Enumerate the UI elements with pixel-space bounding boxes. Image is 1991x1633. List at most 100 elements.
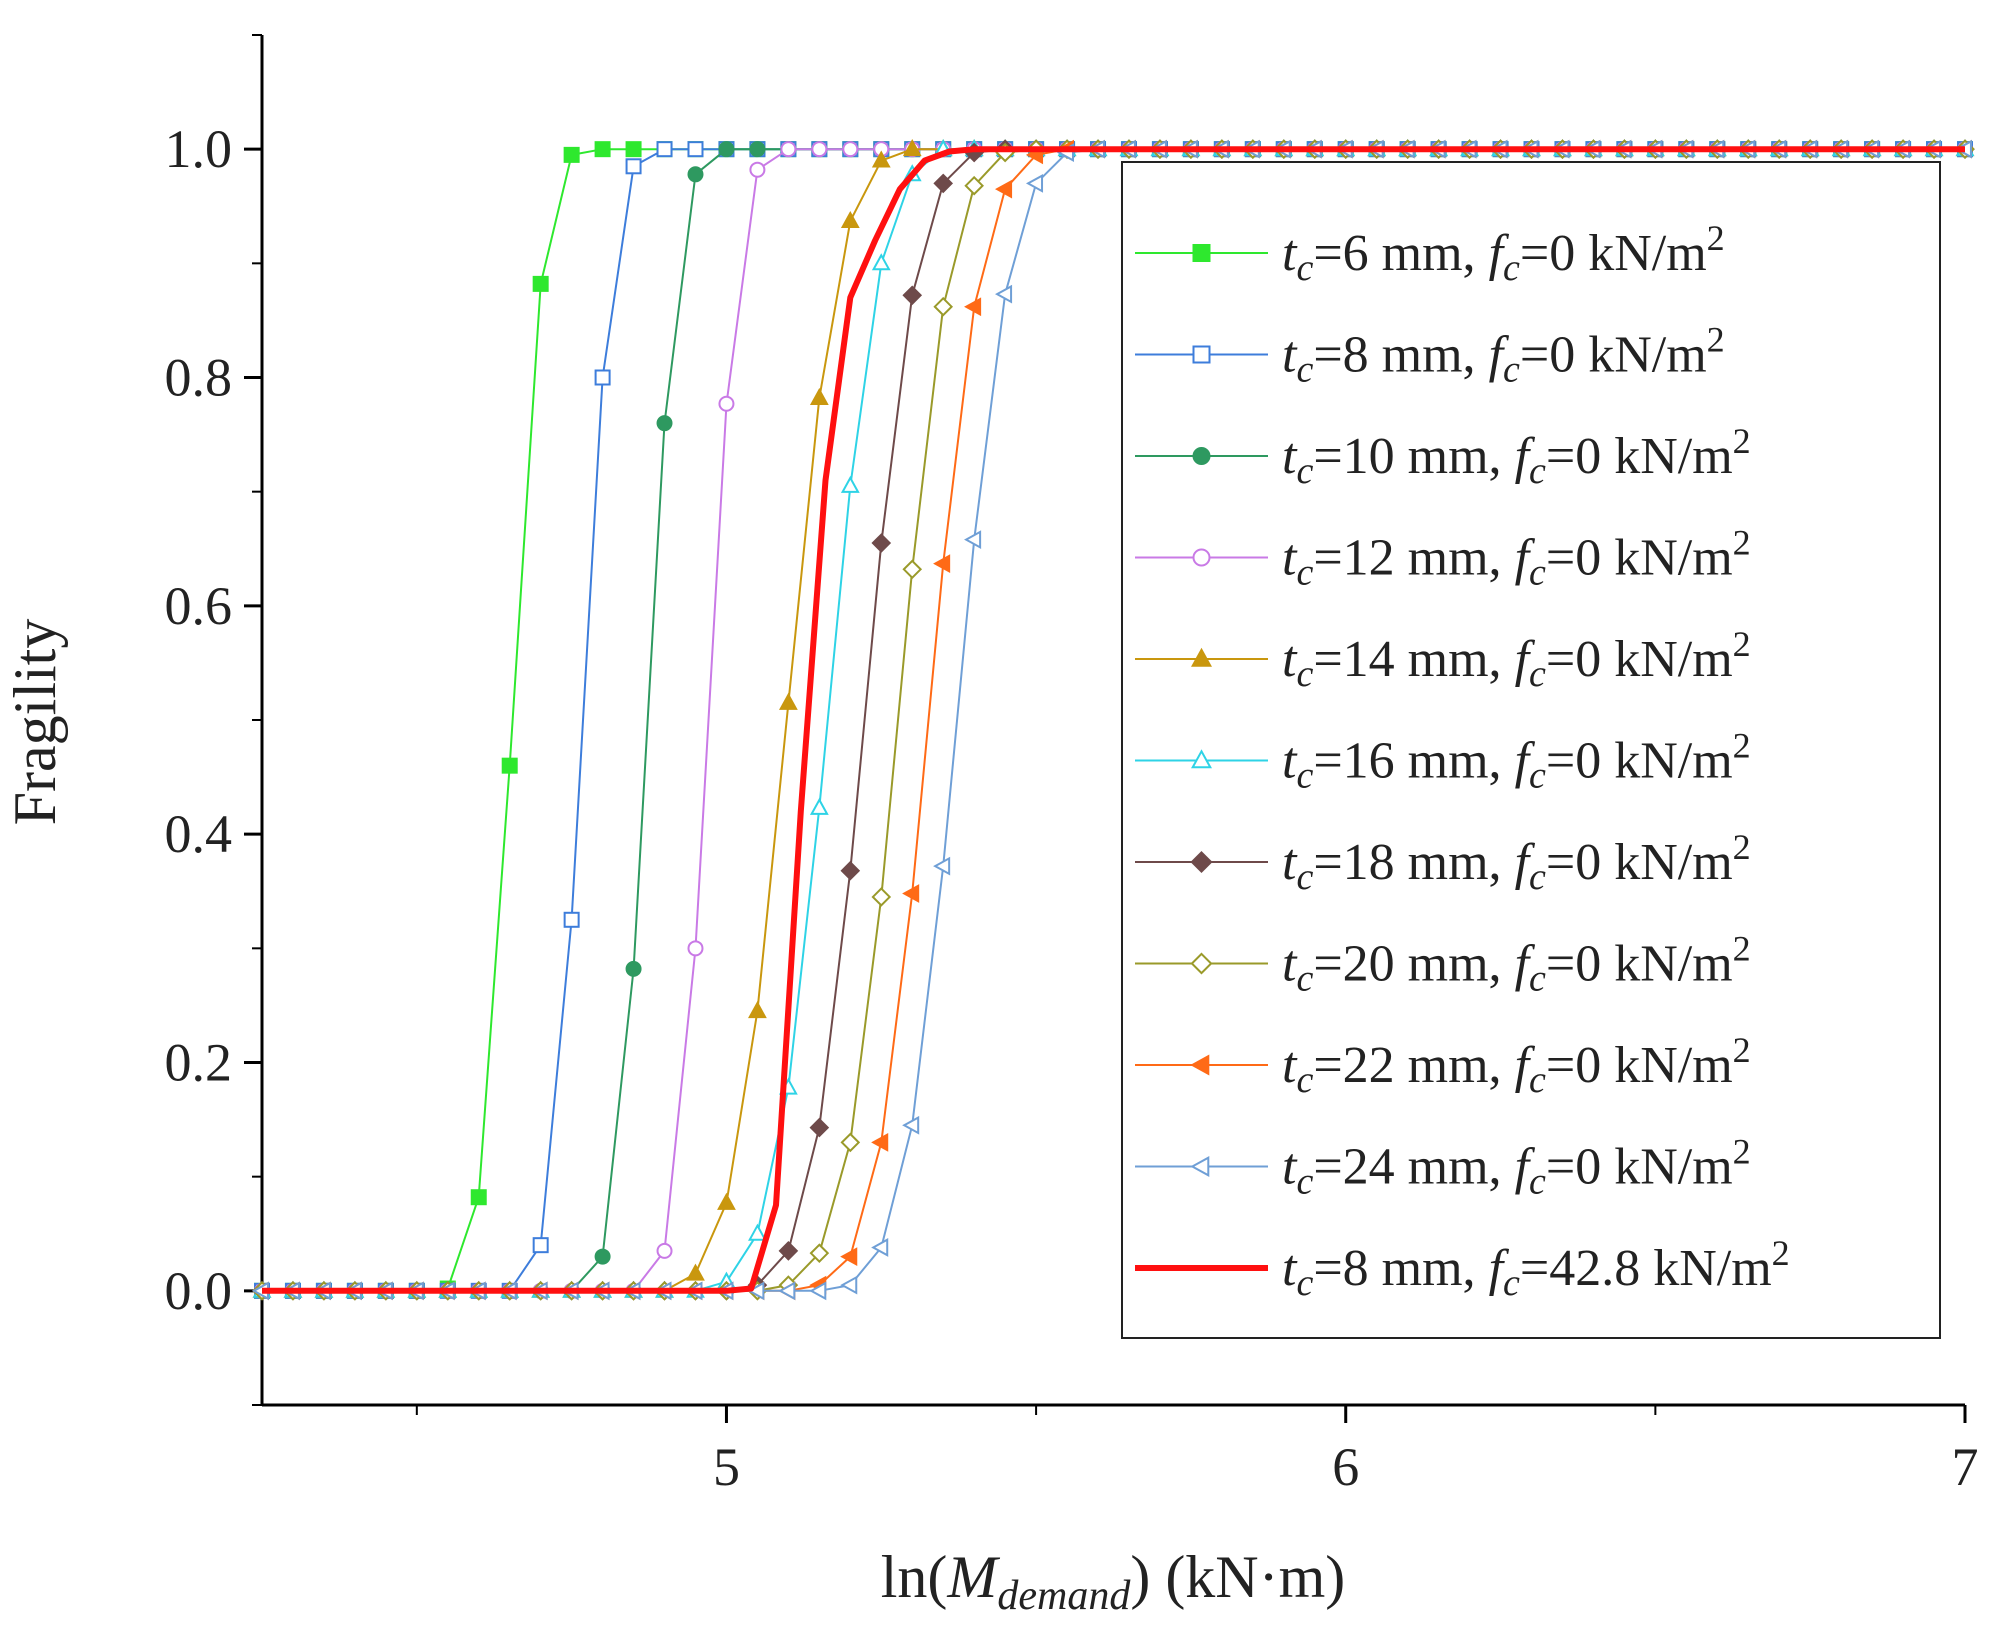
- data-point: [964, 175, 984, 196]
- y-axis-ticks: 0.0 0.2 0.4 0.6 0.8 1.0: [165, 34, 262, 1406]
- data-point: [964, 530, 982, 550]
- data-point: [594, 141, 611, 158]
- series-11: [262, 146, 1965, 1294]
- data-point: [718, 395, 735, 412]
- legend-swatch-marker: [1192, 447, 1211, 465]
- data-point: [656, 415, 673, 432]
- data-point: [964, 297, 982, 317]
- data-point: [687, 940, 704, 957]
- x-axis-title-sub: demand: [997, 1573, 1131, 1619]
- y-tick-label: 0.4: [165, 804, 233, 864]
- data-point: [748, 1223, 767, 1241]
- y-axis-title: Fragility: [2, 619, 68, 826]
- legend-label: tc=14 mm, fc=0 kN/m2: [1282, 624, 1751, 695]
- data-point: [778, 1241, 799, 1261]
- x-tick-label: 5: [713, 1437, 740, 1497]
- data-point: [532, 1237, 549, 1254]
- data-point: [871, 253, 891, 271]
- data-point: [809, 387, 829, 405]
- series-layer: [251, 139, 1975, 1301]
- legend-label: tc=24 mm, fc=0 kN/m2: [1282, 1132, 1751, 1203]
- data-point: [933, 173, 954, 194]
- data-point: [840, 475, 860, 493]
- legend-swatch-marker: [1192, 244, 1211, 262]
- data-point: [809, 1117, 830, 1138]
- legend-swatch-marker: [1192, 345, 1211, 364]
- data-point: [871, 150, 891, 168]
- data-point: [1025, 174, 1044, 193]
- data-point: [840, 1247, 858, 1266]
- data-point: [470, 1189, 487, 1206]
- data-point: [809, 797, 829, 815]
- legend-item: tc=8 mm, fc=42.8 kN/m2: [1135, 1233, 1790, 1304]
- data-point: [718, 141, 735, 158]
- legend-item: tc=6 mm, fc=0 kN/m2: [1135, 218, 1725, 289]
- data-point: [840, 1275, 858, 1295]
- data-point: [625, 158, 642, 175]
- data-point: [749, 141, 766, 158]
- y-tick-label: 0.2: [165, 1033, 233, 1093]
- data-point: [501, 757, 518, 774]
- data-point: [871, 1238, 889, 1257]
- data-point: [871, 887, 892, 907]
- data-point: [687, 166, 704, 183]
- data-point: [747, 1281, 765, 1301]
- legend-swatch-marker: [1191, 749, 1212, 769]
- data-point: [933, 296, 954, 317]
- y-tick-label: 0.0: [165, 1261, 233, 1321]
- legend-label: tc=8 mm, fc=42.8 kN/m2: [1282, 1233, 1790, 1304]
- data-point: [871, 533, 892, 553]
- data-point: [780, 141, 797, 158]
- data-point: [871, 1133, 889, 1152]
- data-point: [902, 285, 923, 306]
- x-axis-title-suffix: ) (kN·m): [1130, 1544, 1345, 1610]
- data-point: [594, 1248, 611, 1265]
- data-point: [687, 141, 704, 158]
- legend-label: tc=16 mm, fc=0 kN/m2: [1282, 726, 1751, 797]
- data-point: [594, 369, 611, 386]
- legend-swatch-marker: [1190, 1054, 1210, 1076]
- data-point: [809, 1281, 827, 1301]
- legend-swatch-marker: [1190, 1156, 1210, 1177]
- data-point: [840, 1132, 861, 1153]
- legend-swatch-marker: [1190, 850, 1213, 874]
- x-axis-title-prefix: ln(: [881, 1544, 948, 1610]
- data-point: [563, 911, 580, 928]
- legend-box: [1121, 161, 1941, 1339]
- data-point: [563, 146, 580, 163]
- legend-swatch-marker: [1192, 548, 1211, 567]
- data-point: [902, 139, 922, 157]
- data-point: [842, 141, 859, 158]
- legend-item: tc=12 mm, fc=0 kN/m2: [1135, 523, 1751, 594]
- legend-label: tc=18 mm, fc=0 kN/m2: [1282, 827, 1751, 898]
- legend-item: tc=20 mm, fc=0 kN/m2: [1135, 929, 1751, 1000]
- legend-label: tc=22 mm, fc=0 kN/m2: [1282, 1030, 1751, 1101]
- y-tick-label: 1.0: [165, 119, 233, 179]
- x-axis-title: ln(Mdemand) (kN·m): [881, 1544, 1346, 1619]
- data-point: [532, 275, 549, 292]
- data-point: [717, 1192, 736, 1210]
- y-tick-label: 0.6: [165, 576, 233, 636]
- data-point: [840, 860, 861, 881]
- data-point: [778, 692, 798, 710]
- legend-item: tc=14 mm, fc=0 kN/m2: [1135, 624, 1751, 695]
- data-point: [902, 884, 920, 903]
- legend-label: tc=12 mm, fc=0 kN/m2: [1282, 523, 1751, 594]
- legend-swatch-marker: [1190, 952, 1213, 975]
- x-tick-label: 7: [1952, 1437, 1979, 1497]
- data-point: [840, 210, 860, 229]
- y-tick-label: 0.8: [165, 348, 233, 408]
- legend-label: tc=10 mm, fc=0 kN/m2: [1282, 421, 1751, 492]
- data-point: [902, 559, 923, 580]
- data-point: [811, 141, 828, 158]
- data-point: [933, 554, 951, 573]
- legend-item: tc=22 mm, fc=0 kN/m2: [1135, 1030, 1751, 1101]
- data-point: [686, 1263, 705, 1281]
- data-point: [748, 1000, 767, 1019]
- data-point: [995, 179, 1013, 199]
- series-line: [262, 146, 1965, 1294]
- legend-item: tc=24 mm, fc=0 kN/m2: [1135, 1132, 1751, 1203]
- legend-swatch-marker: [1191, 647, 1212, 667]
